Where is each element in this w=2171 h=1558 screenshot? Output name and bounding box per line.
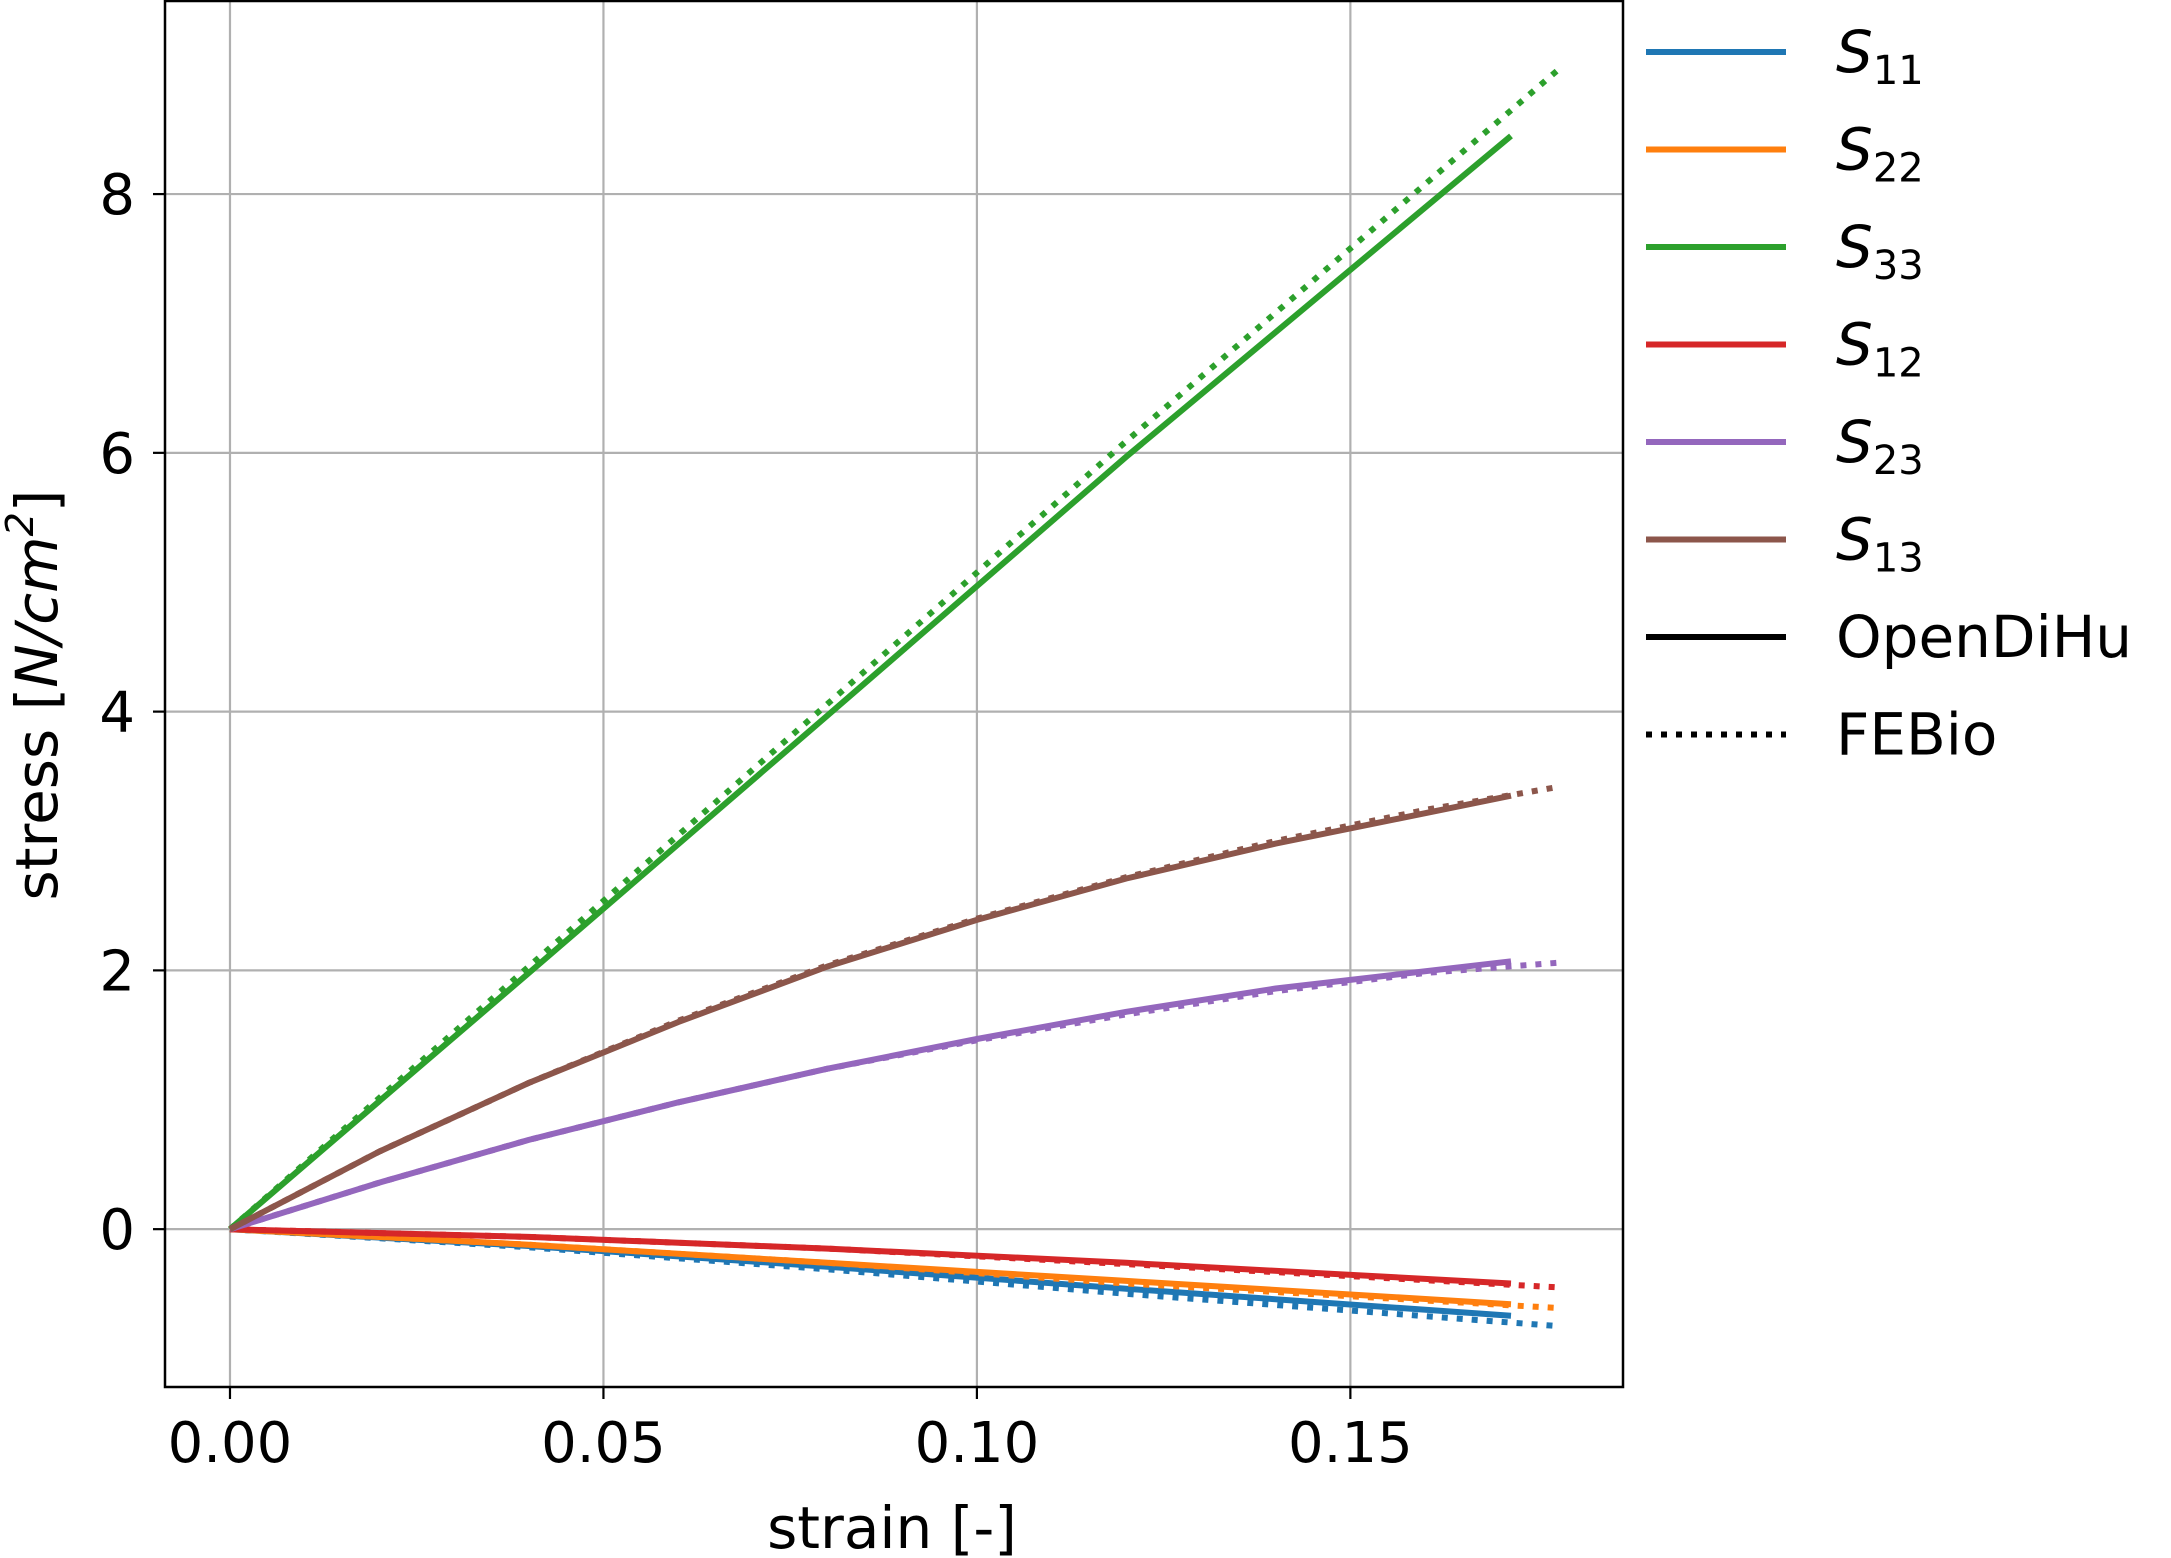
y-tick-label: 0: [99, 1198, 135, 1263]
legend-label-subscript: 11: [1873, 48, 1924, 94]
legend-label-subscript: 13: [1873, 536, 1924, 582]
x-axis-label: strain [-]: [767, 1494, 1017, 1558]
legend-label-symbol: S: [1836, 116, 1873, 184]
legend-label-subscript: 23: [1873, 438, 1924, 484]
legend-label-symbol: S: [1836, 18, 1873, 86]
x-tick-label: 0.15: [1288, 1411, 1413, 1476]
legend-label: S23: [1836, 408, 1924, 484]
y-tick-label: 4: [99, 681, 135, 746]
y-axis: 0 2 4 6 8: [99, 163, 165, 1263]
y-axis-label-prefix: stress [: [3, 688, 71, 901]
x-tick-label: 0.10: [915, 1411, 1040, 1476]
y-axis-label-sup: 2: [0, 512, 42, 536]
legend-label: S33: [1836, 213, 1924, 289]
y-axis-label: stress [N/cm2]: [0, 490, 71, 901]
legend-label: S12: [1836, 311, 1924, 387]
y-axis-label-unit: N/cm: [3, 536, 71, 687]
x-axis: 0.00 0.05 0.10 0.15: [168, 1387, 1413, 1476]
legend-label: FEBio: [1836, 701, 1997, 769]
legend-label: S13: [1836, 506, 1924, 582]
plot-frame: [163, 0, 1625, 1389]
legend-label: S11: [1836, 18, 1924, 94]
series-layer: [228, 66, 1562, 1330]
series-33-opendihu-line: [228, 133, 1513, 1232]
legend-label-symbol: S: [1836, 311, 1873, 379]
y-tick-label: 2: [99, 939, 135, 1004]
grid: [165, 0, 1623, 1387]
legend-label-symbol: S: [1836, 408, 1873, 476]
y-tick-label: 6: [99, 422, 135, 487]
series-23-febio-line: [229, 959, 1560, 1233]
series-33-febio-line: [228, 66, 1562, 1232]
y-tick-label: 8: [99, 163, 135, 228]
x-tick-label: 0.05: [541, 1411, 666, 1476]
x-tick-label: 0.00: [168, 1411, 293, 1476]
legend-label-subscript: 12: [1873, 341, 1924, 387]
series-23-opendihu-line: [229, 958, 1512, 1233]
legend-label-subscript: 22: [1873, 146, 1924, 192]
series-13-opendihu-line: [228, 792, 1512, 1232]
legend-label-subscript: 33: [1873, 243, 1924, 289]
series-12-opendihu-line: [229, 1226, 1512, 1287]
legend-label: OpenDiHu: [1836, 603, 2132, 671]
series-13-febio-line: [228, 783, 1561, 1232]
y-axis-label-suffix: ]: [3, 490, 71, 513]
legend-label: S22: [1836, 116, 1924, 192]
legend-label-symbol: S: [1836, 213, 1873, 281]
legend-label-symbol: S: [1836, 506, 1873, 574]
series-22-opendihu-line: [229, 1226, 1512, 1308]
